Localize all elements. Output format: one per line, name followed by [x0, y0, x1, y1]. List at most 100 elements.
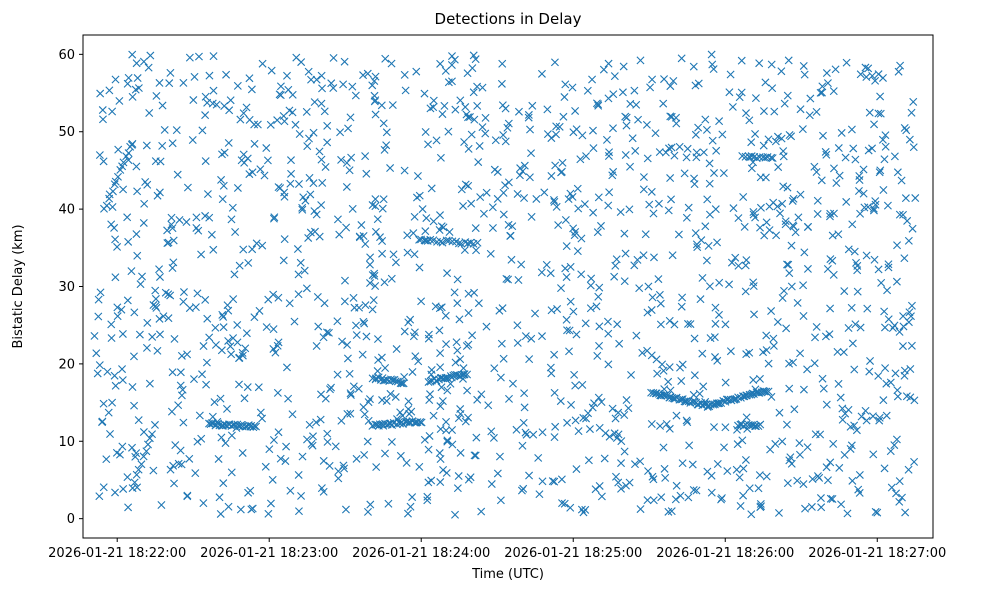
data-point: [421, 128, 430, 136]
data-point: [302, 107, 311, 116]
data-point: [364, 398, 373, 407]
data-point: [550, 477, 559, 486]
data-point: [781, 220, 790, 229]
data-point: [429, 217, 438, 226]
data-point: [349, 293, 358, 302]
data-point: [201, 111, 210, 120]
data-point: [193, 437, 202, 446]
data-point: [269, 290, 278, 299]
data-point: [764, 387, 773, 396]
data-point: [245, 170, 254, 179]
data-point: [415, 263, 424, 272]
data-point: [671, 495, 680, 504]
data-point: [381, 54, 390, 63]
data-point: [559, 112, 568, 121]
data-point: [463, 386, 472, 395]
data-point: [597, 397, 606, 406]
data-point: [280, 117, 289, 126]
data-point: [343, 340, 352, 349]
data-point: [163, 239, 172, 248]
data-point: [202, 380, 211, 389]
data-point: [322, 328, 331, 337]
data-point: [250, 313, 259, 322]
data-point: [520, 161, 529, 170]
data-point: [569, 307, 578, 316]
data-point: [697, 236, 706, 245]
data-point: [314, 322, 323, 331]
data-point: [470, 451, 479, 460]
data-point: [657, 391, 666, 400]
data-point: [242, 329, 251, 338]
data-point: [396, 379, 405, 388]
data-point: [295, 130, 304, 138]
data-point: [821, 332, 830, 341]
data-point: [145, 108, 154, 117]
data-point: [741, 455, 750, 464]
data-point: [460, 370, 469, 379]
data-point: [620, 277, 629, 286]
data-point: [874, 371, 883, 380]
data-point: [303, 435, 311, 444]
data-point: [591, 485, 600, 494]
data-point: [595, 481, 604, 490]
data-point: [519, 484, 528, 493]
data-point: [287, 169, 296, 178]
data-point: [286, 179, 295, 188]
data-point: [869, 412, 877, 421]
data-point: [864, 64, 873, 73]
data-point: [578, 131, 587, 140]
data-point: [900, 366, 909, 375]
data-point: [406, 315, 415, 324]
data-point: [784, 56, 793, 65]
data-point: [631, 146, 640, 155]
data-point: [705, 282, 714, 291]
data-point: [738, 436, 747, 445]
data-point: [327, 383, 336, 392]
data-point: [666, 174, 675, 183]
data-point: [174, 459, 183, 468]
data-point: [198, 126, 207, 135]
data-point: [279, 256, 288, 265]
data-point: [148, 332, 157, 341]
data-point: [513, 321, 522, 330]
data-point: [344, 124, 353, 133]
data-point: [777, 67, 786, 76]
data-point: [881, 142, 890, 151]
data-point: [837, 500, 846, 509]
data-point: [603, 317, 612, 326]
data-point: [282, 442, 291, 451]
data-point: [245, 115, 254, 124]
data-point: [711, 319, 720, 328]
data-point: [823, 476, 832, 485]
data-point: [688, 460, 697, 469]
data-point: [863, 304, 872, 313]
data-point: [871, 197, 880, 206]
data-point: [752, 154, 761, 163]
data-point: [148, 430, 157, 439]
data-point: [666, 112, 675, 121]
data-point: [442, 426, 451, 435]
data-point: [860, 203, 869, 212]
data-point: [861, 63, 870, 72]
data-point: [463, 370, 472, 379]
data-point: [796, 105, 805, 114]
data-point: [176, 368, 185, 377]
data-point: [696, 295, 705, 304]
data-point: [896, 61, 905, 70]
data-point: [550, 433, 559, 442]
data-point: [111, 273, 120, 282]
data-point: [633, 255, 642, 264]
data-point: [757, 502, 765, 511]
data-point: [488, 203, 497, 212]
data-point: [262, 323, 271, 332]
data-point: [735, 473, 744, 482]
data-point: [750, 310, 759, 319]
data-point: [822, 150, 831, 159]
data-point: [806, 94, 815, 103]
data-point: [242, 103, 251, 112]
data-point: [169, 236, 178, 245]
data-point: [670, 151, 679, 160]
data-point: [837, 128, 846, 137]
data-point: [133, 74, 142, 83]
data-point: [160, 125, 169, 134]
